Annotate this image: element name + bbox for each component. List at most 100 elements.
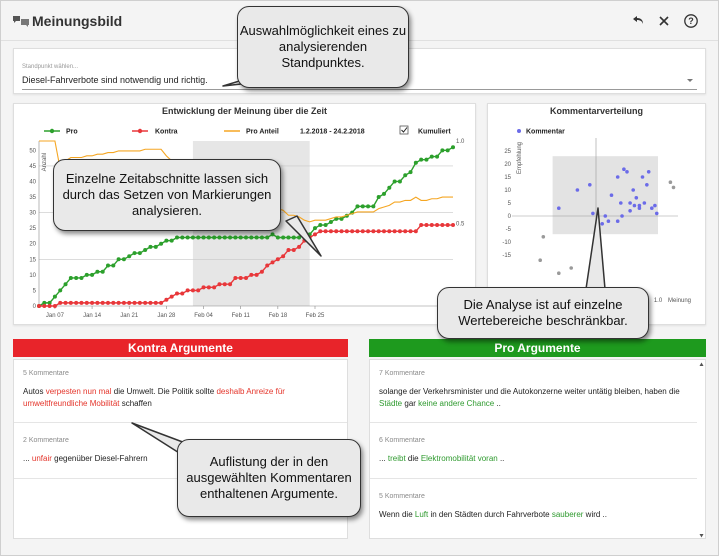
pro-argument-list[interactable]: 7 Kommentare solange der Verkehrsministe… <box>369 359 706 539</box>
data-point <box>307 235 312 240</box>
data-point <box>249 272 254 277</box>
text-segment: wird .. <box>583 510 607 519</box>
data-point <box>180 235 185 240</box>
data-point <box>212 235 217 240</box>
standpoint-value[interactable]: Diesel-Fahrverbote sind notwendig und ri… <box>22 75 208 85</box>
close-icon[interactable] <box>656 13 672 29</box>
excluded-point <box>541 235 546 239</box>
svg-text:?: ? <box>688 16 694 26</box>
comment-point <box>615 175 620 179</box>
data-point <box>429 154 434 159</box>
legend-kontra[interactable]: Kontra <box>132 129 178 136</box>
data-point <box>106 300 110 305</box>
data-point <box>376 229 381 234</box>
legend-pro-label: Pro <box>66 129 78 136</box>
text-segment: solange der Verkehrsminister und die Aut… <box>379 387 680 396</box>
data-point <box>196 235 201 240</box>
data-point <box>63 300 68 305</box>
data-point <box>419 223 424 228</box>
data-point <box>318 223 323 228</box>
excluded-point <box>557 271 561 275</box>
data-point <box>201 285 206 290</box>
comment-point <box>650 206 654 210</box>
cumulative-checkbox[interactable]: Kumuliert <box>399 125 451 136</box>
data-point <box>228 235 233 240</box>
kontra-argument-1[interactable]: 5 Kommentare Autos verpesten nun mal die… <box>23 368 338 410</box>
legend-comment-marker <box>517 129 521 133</box>
data-point <box>68 300 73 305</box>
data-point <box>175 291 179 296</box>
data-point <box>350 229 355 234</box>
comment-point <box>603 214 608 218</box>
chevron-down-icon[interactable] <box>687 79 693 82</box>
data-point <box>413 229 418 234</box>
data-point <box>206 235 211 240</box>
text-segment: Wenn die <box>379 510 415 519</box>
data-point <box>249 235 254 240</box>
data-point <box>79 275 84 280</box>
excluded-point <box>668 180 673 184</box>
timeline-chart-title: Entwicklung der Meinung über die Zeit <box>161 106 327 116</box>
data-point <box>233 235 238 240</box>
data-point <box>392 229 397 234</box>
pro-argument-1[interactable]: 7 Kommentare solange der Verkehrsministe… <box>379 368 691 410</box>
divider <box>370 422 697 423</box>
data-point <box>440 223 445 228</box>
data-point <box>233 275 238 280</box>
pro-argument-2[interactable]: 6 Kommentare ... treibt die Elektromobil… <box>379 435 691 465</box>
undo-icon[interactable] <box>630 13 646 29</box>
y-tick-label: 15 <box>29 257 36 263</box>
x-tick-label: 1.0 <box>654 298 663 304</box>
comment-point <box>628 209 632 213</box>
data-point <box>429 223 434 228</box>
y-tick-label: 45 <box>29 164 36 170</box>
y-tick-label: 20 <box>29 242 36 248</box>
data-point <box>259 269 264 274</box>
data-point <box>164 297 169 302</box>
speech-bubbles-icon <box>13 16 29 27</box>
highlighted-phrase: Städte <box>379 399 403 408</box>
data-point <box>143 247 148 252</box>
data-point <box>159 241 164 246</box>
y-tick-label: 10 <box>29 273 36 279</box>
help-icon[interactable]: ? <box>683 13 699 29</box>
data-point <box>397 179 402 184</box>
legend-pro-anteil[interactable]: Pro Anteil <box>224 129 279 136</box>
data-point <box>286 247 291 252</box>
comment-count: 5 Kommentare <box>379 493 425 500</box>
data-point <box>111 300 116 305</box>
scrollbar[interactable] <box>699 362 704 538</box>
data-point <box>180 291 185 296</box>
pro-argument-3[interactable]: 5 Kommentare Wenn die Luft in den Städte… <box>379 491 691 521</box>
divider <box>14 422 347 423</box>
data-point <box>127 300 132 305</box>
data-point <box>212 285 217 290</box>
excluded-point <box>569 266 573 270</box>
data-point <box>238 235 243 240</box>
legend-pro[interactable]: Pro <box>44 129 78 136</box>
comment-point <box>615 219 620 223</box>
data-point <box>222 235 227 240</box>
data-point <box>254 272 259 277</box>
data-point <box>328 219 333 224</box>
data-point <box>137 251 142 256</box>
data-point <box>121 257 126 262</box>
data-point <box>159 300 164 305</box>
comment-count: 7 Kommentare <box>379 370 425 377</box>
highlighted-phrase: unfair <box>31 454 52 463</box>
data-point <box>403 173 408 178</box>
data-point <box>286 235 291 240</box>
kontra-argument-2[interactable]: 2 Kommentare ... unfair gegenüber Diesel… <box>23 435 338 465</box>
comment-point <box>557 206 561 210</box>
data-point <box>196 288 201 293</box>
data-point <box>153 300 158 305</box>
data-point <box>291 247 296 252</box>
date-range-label: 1.2.2018 - 24.2.2018 <box>300 129 365 136</box>
data-point <box>185 288 190 293</box>
callout-scatter: Die Analyse ist auf einzelne Wertebereic… <box>437 287 649 339</box>
highlighted-phrase: keine andere Chance <box>418 399 495 408</box>
text-segment: ... <box>379 454 388 463</box>
y2-tick-label: 0.5 <box>456 222 465 228</box>
comment-point <box>632 203 637 208</box>
excluded-point <box>671 185 676 190</box>
